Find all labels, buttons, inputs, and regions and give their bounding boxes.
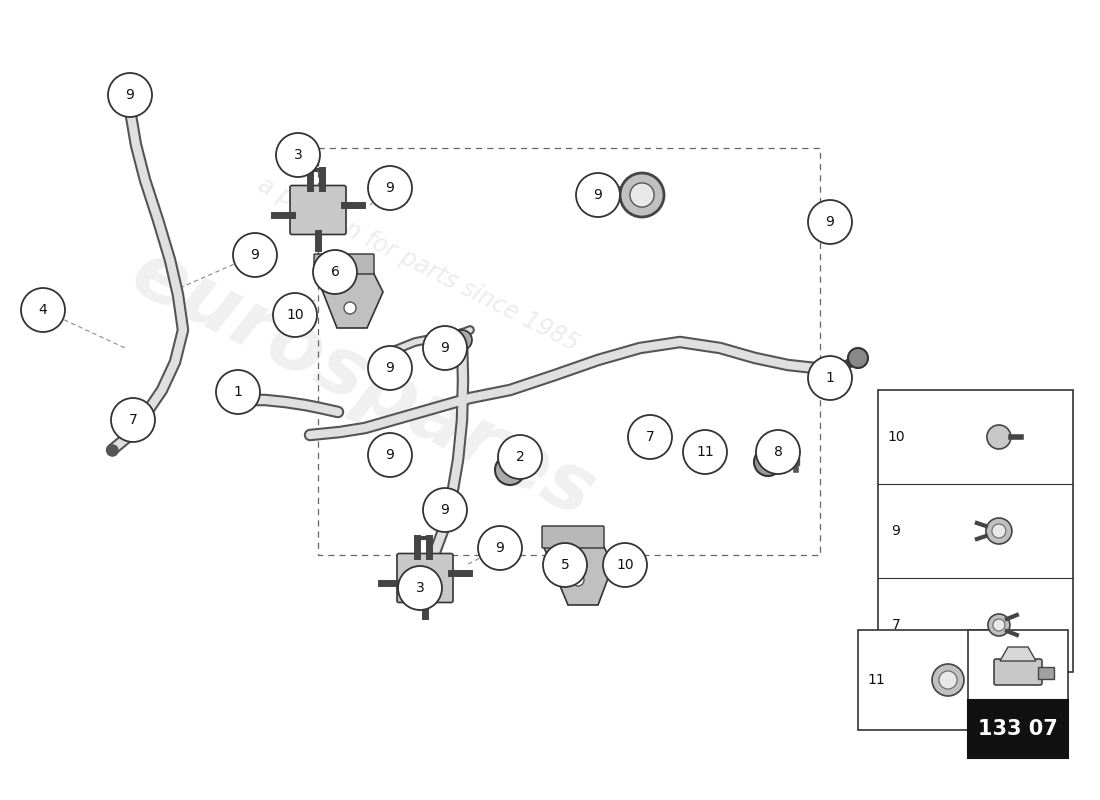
Bar (968, 630, 1068, 730)
FancyBboxPatch shape (542, 526, 604, 548)
Circle shape (572, 574, 584, 586)
Text: 8: 8 (773, 445, 782, 459)
Text: a passion for parts since 1985: a passion for parts since 1985 (254, 172, 582, 356)
Text: 5: 5 (561, 558, 570, 572)
Text: 10: 10 (286, 308, 304, 322)
Circle shape (543, 543, 587, 587)
Circle shape (620, 173, 664, 217)
Bar (1038, 667, 1054, 679)
Circle shape (932, 664, 964, 696)
Circle shape (630, 183, 654, 207)
Text: 133 07: 133 07 (978, 719, 1058, 739)
Circle shape (576, 173, 620, 217)
Circle shape (988, 614, 1010, 636)
Circle shape (452, 330, 472, 350)
Circle shape (273, 293, 317, 337)
Circle shape (495, 455, 525, 485)
Circle shape (992, 524, 1005, 538)
Text: 7: 7 (129, 413, 138, 427)
Circle shape (424, 326, 468, 370)
FancyBboxPatch shape (994, 659, 1042, 685)
Circle shape (216, 370, 260, 414)
Circle shape (986, 518, 1012, 544)
Text: 7: 7 (892, 618, 901, 632)
Circle shape (683, 430, 727, 474)
Text: 9: 9 (441, 503, 450, 517)
Circle shape (987, 425, 1011, 449)
Circle shape (603, 543, 647, 587)
FancyBboxPatch shape (397, 554, 453, 602)
Circle shape (939, 671, 957, 689)
Text: 3: 3 (416, 581, 425, 595)
Text: 9: 9 (386, 361, 395, 375)
Circle shape (368, 166, 412, 210)
Text: 6: 6 (331, 265, 340, 279)
Text: 2: 2 (516, 450, 525, 464)
Text: 9: 9 (386, 448, 395, 462)
Circle shape (808, 200, 852, 244)
Circle shape (368, 433, 412, 477)
Text: 9: 9 (441, 341, 450, 355)
Bar (858, 630, 1008, 730)
Circle shape (111, 398, 155, 442)
Text: 9: 9 (826, 215, 835, 229)
FancyBboxPatch shape (290, 186, 346, 234)
Circle shape (276, 133, 320, 177)
Text: 9: 9 (892, 524, 901, 538)
Circle shape (498, 435, 542, 479)
Circle shape (233, 233, 277, 277)
Circle shape (21, 288, 65, 332)
Polygon shape (1000, 647, 1036, 661)
Bar (968, 700, 1068, 758)
Text: 7: 7 (646, 430, 654, 444)
Circle shape (108, 73, 152, 117)
Polygon shape (315, 272, 383, 328)
Circle shape (756, 430, 800, 474)
Circle shape (808, 356, 852, 400)
Text: 1: 1 (233, 385, 242, 399)
Text: 1: 1 (826, 371, 835, 385)
Circle shape (368, 346, 412, 390)
Text: 11: 11 (867, 673, 884, 687)
Text: 4: 4 (39, 303, 47, 317)
Text: eurospares: eurospares (119, 234, 607, 534)
Text: 9: 9 (594, 188, 603, 202)
Circle shape (344, 302, 356, 314)
Text: 10: 10 (616, 558, 634, 572)
Text: 3: 3 (294, 148, 302, 162)
Bar (318, 148, 820, 555)
Circle shape (628, 415, 672, 459)
Circle shape (754, 448, 782, 476)
Text: 9: 9 (251, 248, 260, 262)
Text: 10: 10 (888, 430, 905, 444)
Text: 9: 9 (496, 541, 505, 555)
Text: 11: 11 (696, 445, 714, 459)
Text: 9: 9 (125, 88, 134, 102)
Circle shape (848, 348, 868, 368)
Circle shape (398, 566, 442, 610)
Circle shape (478, 526, 522, 570)
Text: 9: 9 (386, 181, 395, 195)
Circle shape (993, 619, 1005, 631)
FancyBboxPatch shape (314, 254, 374, 274)
Circle shape (314, 250, 358, 294)
Bar (878, 390, 1072, 672)
Circle shape (424, 488, 468, 532)
Polygon shape (543, 545, 613, 605)
